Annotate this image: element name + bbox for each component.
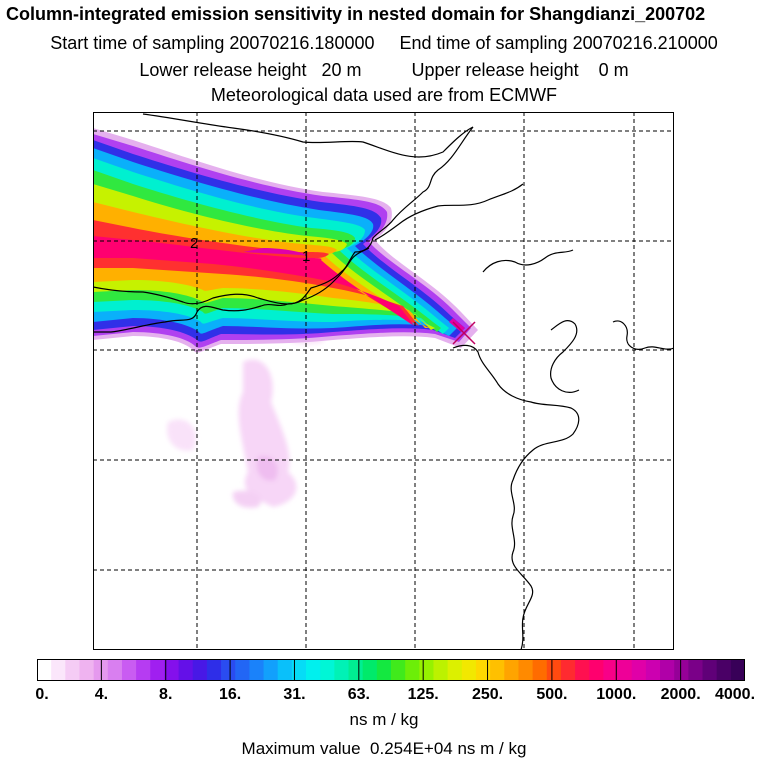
color-swatch	[546, 659, 562, 681]
color-swatch	[178, 659, 194, 681]
color-swatch	[419, 659, 435, 681]
color-scale-tick-label: 16.	[218, 686, 242, 703]
color-swatch	[504, 659, 520, 681]
map-canvas: 2 1	[93, 112, 674, 650]
sensitivity-map: 2 1	[93, 112, 674, 650]
color-scale-tick-label: 250.	[471, 686, 504, 703]
color-scale-border	[37, 659, 745, 681]
color-swatch	[306, 659, 321, 681]
color-scale-tick-label: 63.	[347, 686, 370, 703]
color-swatch	[51, 659, 66, 681]
color-swatch	[79, 659, 95, 681]
color-swatch	[320, 659, 335, 681]
color-scale-tick-label: 1000.	[596, 686, 637, 703]
grid-label-1: 1	[302, 248, 310, 265]
color-swatch	[490, 659, 505, 681]
color-swatch	[631, 659, 647, 681]
color-swatch	[475, 659, 491, 681]
color-swatch	[136, 659, 151, 681]
grid-label-2: 2	[190, 235, 198, 252]
color-scale-tick-label: 2000.	[660, 686, 701, 703]
color-scale-tick-label: 4.	[94, 686, 109, 703]
color-scale-tick-label: 8.	[159, 686, 173, 703]
graticule	[93, 112, 674, 650]
color-swatch	[617, 659, 633, 681]
meteorological-data-line: Meteorological data used are from ECMWF	[210, 85, 558, 105]
color-scale-tick-label: 0.	[35, 686, 49, 703]
color-swatch	[221, 659, 236, 681]
color-swatch	[433, 659, 449, 681]
color-swatch	[461, 659, 477, 681]
color-swatch	[674, 659, 689, 681]
color-swatch	[263, 659, 279, 681]
x-marker-icon	[452, 321, 476, 345]
plume-layer-10	[93, 236, 417, 326]
map-frame	[93, 112, 674, 650]
color-swatch	[730, 659, 745, 681]
color-swatch	[560, 659, 576, 681]
color-swatch	[37, 659, 52, 681]
units-label: ns m / kg	[349, 710, 419, 729]
color-swatch	[589, 659, 604, 681]
color-swatch	[391, 659, 406, 681]
color-scale-bar	[37, 659, 745, 681]
color-swatch	[206, 659, 222, 681]
color-swatch	[362, 659, 378, 681]
color-swatch	[518, 659, 534, 681]
color-swatch	[277, 659, 293, 681]
color-swatch	[660, 659, 675, 681]
color-swatch	[235, 659, 250, 681]
color-swatch	[645, 659, 661, 681]
color-swatch	[603, 659, 619, 681]
color-swatch	[532, 659, 548, 681]
color-scale-tick-label: 125.	[407, 686, 439, 703]
color-swatch	[376, 659, 392, 681]
color-swatch	[334, 659, 350, 681]
release-height-line: Lower release height 20 m Upper release …	[139, 60, 629, 80]
color-swatch	[65, 659, 81, 681]
color-scale-tick-label: 500.	[536, 686, 568, 703]
color-swatch	[249, 659, 265, 681]
color-swatch	[348, 659, 364, 681]
color-swatch	[107, 659, 123, 681]
color-swatch	[702, 659, 718, 681]
color-scale-swatches	[37, 659, 745, 681]
maximum-value-label: Maximum value 0.254E+04 ns m / kg	[241, 739, 527, 758]
color-swatch	[150, 659, 166, 681]
color-swatch	[575, 659, 590, 681]
color-swatch	[192, 659, 208, 681]
page-title: Column-integrated emission sensitivity i…	[6, 4, 706, 24]
color-scale-tick-label: 31.	[283, 686, 306, 703]
color-swatch	[164, 659, 180, 681]
color-swatch	[121, 659, 137, 681]
color-swatch	[405, 659, 420, 681]
color-swatch	[291, 659, 307, 681]
color-scale-tick-label: 4000.	[714, 686, 756, 703]
sampling-time-line: Start time of sampling 20070216.180000 E…	[50, 33, 718, 53]
color-swatch	[716, 659, 732, 681]
color-swatch	[688, 659, 704, 681]
color-swatch	[447, 659, 463, 681]
